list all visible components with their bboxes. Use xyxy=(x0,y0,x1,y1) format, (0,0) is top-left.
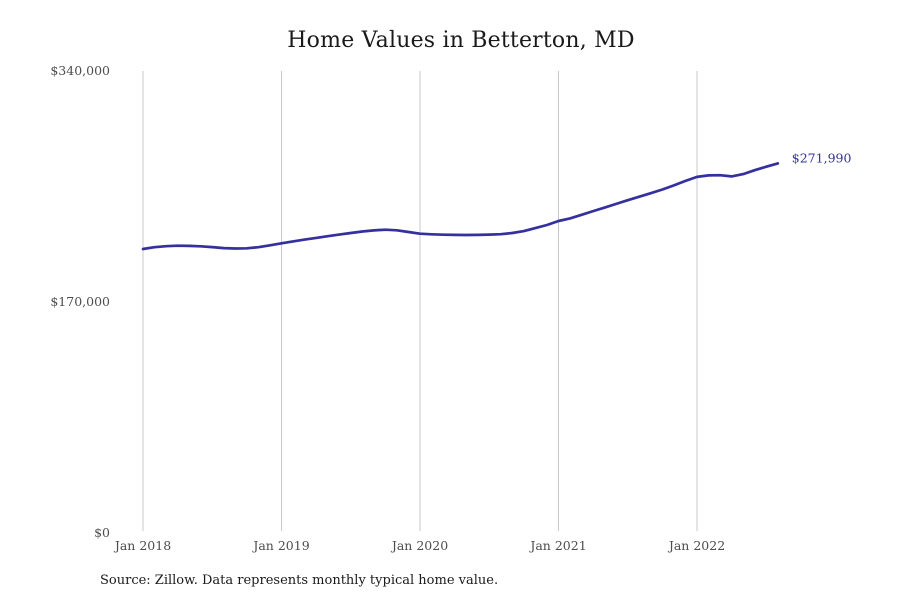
x-axis-tick-label: Jan 2018 xyxy=(113,538,171,553)
y-axis-tick-label: $0 xyxy=(94,525,110,540)
x-axis-tick-label: Jan 2022 xyxy=(667,538,725,553)
y-axis-tick-label: $170,000 xyxy=(50,294,110,309)
x-axis-tick-label: Jan 2021 xyxy=(528,538,586,553)
chart-title: Home Values in Betterton, MD xyxy=(287,28,635,53)
home-value-line xyxy=(141,162,780,251)
source-note: Source: Zillow. Data represents monthly … xyxy=(100,573,499,588)
x-axis-tick-label: Jan 2020 xyxy=(390,538,448,553)
end-value-label: $271,990 xyxy=(792,150,852,165)
x-axis-tick-label: Jan 2019 xyxy=(251,538,309,553)
y-axis-tick-label: $340,000 xyxy=(50,63,110,78)
